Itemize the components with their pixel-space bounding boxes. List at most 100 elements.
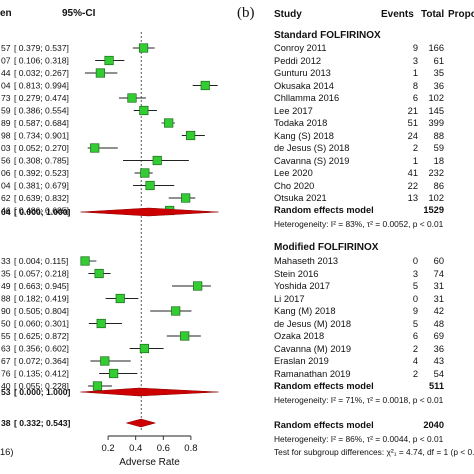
study-total: 59 bbox=[433, 143, 444, 153]
study-name: Ramanathan 2019 bbox=[274, 368, 351, 379]
overall-diamond bbox=[125, 418, 157, 428]
group2-heterogeneity: Heterogeneity: I² = 71%, τ² = 0.0018, p … bbox=[274, 395, 444, 405]
study-marker bbox=[139, 105, 149, 116]
x-tick-label: 0.2 bbox=[101, 443, 114, 454]
ci-label: [ 0.813; 0.994] bbox=[14, 81, 69, 91]
study-name: Otsuka 2021 bbox=[274, 193, 327, 203]
study-name: Stein 2016 bbox=[274, 268, 319, 279]
study-total: 31 bbox=[433, 281, 444, 291]
left-value-fragment: 04 bbox=[1, 81, 11, 91]
left-value-fragment: 59 bbox=[1, 106, 11, 116]
study-events: 21 bbox=[407, 105, 418, 116]
overall-model-label: Random effects model bbox=[274, 420, 374, 430]
ci-label: [ 0.135; 0.412] bbox=[14, 369, 69, 379]
study-events: 5 bbox=[412, 281, 418, 291]
left-header-ci: 95%-CI bbox=[62, 8, 96, 19]
header-total: Total bbox=[421, 9, 445, 20]
left-value-fragment: 57 bbox=[1, 43, 11, 53]
study-marker bbox=[109, 368, 119, 379]
ci-label: [ 0.057; 0.218] bbox=[14, 269, 69, 279]
header-proportion: Propo bbox=[448, 9, 474, 20]
group1-heterogeneity: Heterogeneity: I² = 83%, τ² = 0.0052, p … bbox=[274, 219, 444, 229]
study-marker bbox=[127, 93, 137, 103]
study-marker bbox=[180, 331, 190, 341]
ci-label: [ 0.386; 0.554] bbox=[14, 106, 69, 116]
study-marker bbox=[186, 130, 196, 141]
study-name: Li 2017 bbox=[274, 293, 305, 304]
study-total: 36 bbox=[433, 343, 444, 354]
group2-title: Modified FOLFIRINOX bbox=[274, 242, 379, 253]
study-events: 6 bbox=[412, 93, 418, 103]
study-total: 74 bbox=[433, 268, 444, 279]
pooled-diamond bbox=[80, 207, 219, 217]
study-name: Peddi 2012 bbox=[274, 55, 322, 66]
left-value-fragment: 67 bbox=[1, 356, 11, 366]
study-name: Mahaseth 2013 bbox=[274, 256, 339, 266]
left-value-fragment: 44 bbox=[1, 68, 11, 78]
ci-label: [ 0.639; 0.832] bbox=[14, 193, 69, 203]
x-axis-label: Adverse Rate bbox=[119, 457, 180, 468]
study-events: 9 bbox=[412, 43, 418, 53]
group1-model-label: Random effects model bbox=[274, 205, 374, 215]
ci-label: [ 0.182; 0.419] bbox=[14, 294, 69, 304]
study-total: 102 bbox=[428, 193, 444, 203]
left-value-fragment: 98 bbox=[1, 131, 11, 141]
left-value-fragment: 35 bbox=[1, 269, 11, 279]
group1-model-total: 1529 bbox=[423, 205, 444, 215]
study-events: 6 bbox=[412, 331, 418, 341]
study-events: 5 bbox=[412, 318, 418, 329]
study-name: Eraslan 2019 bbox=[274, 356, 329, 366]
left-value-fragment: 53 bbox=[1, 387, 11, 397]
study-marker bbox=[145, 180, 155, 191]
study-events: 9 bbox=[412, 306, 418, 316]
study-total: 86 bbox=[433, 180, 444, 191]
study-total: 54 bbox=[433, 368, 444, 379]
study-marker bbox=[104, 55, 114, 66]
left-value-fragment: 40 bbox=[1, 381, 11, 391]
study-name: Yoshida 2017 bbox=[274, 281, 331, 291]
study-marker bbox=[171, 306, 181, 316]
study-events: 0 bbox=[412, 293, 418, 304]
study-name: Ozaka 2018 bbox=[274, 331, 325, 341]
ci-label: [ 0.663; 0.945] bbox=[14, 281, 69, 291]
study-events: 3 bbox=[412, 55, 418, 66]
study-events: 4 bbox=[412, 356, 418, 366]
study-marker bbox=[200, 80, 210, 91]
study-marker bbox=[139, 343, 149, 354]
ci-label: [ 0.625; 0.872] bbox=[14, 331, 69, 341]
ci-label: [ 0.381; 0.679] bbox=[14, 181, 69, 191]
left-value-fragment: 38 bbox=[1, 418, 11, 428]
ci-label: [ 0.032; 0.267] bbox=[14, 68, 69, 78]
left-value-fragment: 76 bbox=[1, 369, 11, 379]
x-tick-label: 0.4 bbox=[129, 443, 142, 454]
header-events: Events bbox=[381, 9, 414, 20]
study-events: 2 bbox=[412, 368, 418, 379]
study-events: 0 bbox=[412, 256, 418, 266]
group2-model-label: Random effects model bbox=[274, 381, 374, 391]
ci-label: [ 0.486; 0.685] bbox=[14, 206, 69, 216]
study-total: 42 bbox=[433, 306, 444, 316]
left-value-fragment: 49 bbox=[1, 281, 11, 291]
study-events: 22 bbox=[407, 180, 418, 191]
study-total: 61 bbox=[433, 55, 444, 66]
study-name: Todaka 2018 bbox=[274, 118, 328, 128]
x-tick-label: 0.8 bbox=[184, 443, 197, 454]
study-events: 13 bbox=[407, 193, 418, 203]
study-total: 36 bbox=[433, 80, 444, 91]
study-total: 48 bbox=[433, 318, 444, 329]
group1-title: Standard FOLFIRINOX bbox=[274, 30, 381, 41]
study-total: 145 bbox=[428, 105, 444, 116]
left-value-fragment: 55 bbox=[1, 331, 11, 341]
study-events: 2 bbox=[412, 343, 418, 354]
ci-label: [ 0.052; 0.270] bbox=[14, 143, 69, 153]
study-marker bbox=[152, 155, 162, 166]
left-footer-fragment: 16) bbox=[0, 447, 14, 457]
left-value-fragment: 89 bbox=[1, 118, 11, 128]
ci-label: [ 0.587; 0.684] bbox=[14, 118, 69, 128]
study-total: 399 bbox=[428, 118, 444, 128]
study-marker bbox=[92, 381, 103, 391]
study-marker bbox=[140, 168, 150, 178]
ci-label: [ 0.000; 1.000] bbox=[14, 207, 71, 217]
study-total: 166 bbox=[428, 43, 444, 53]
study-marker bbox=[94, 268, 104, 279]
